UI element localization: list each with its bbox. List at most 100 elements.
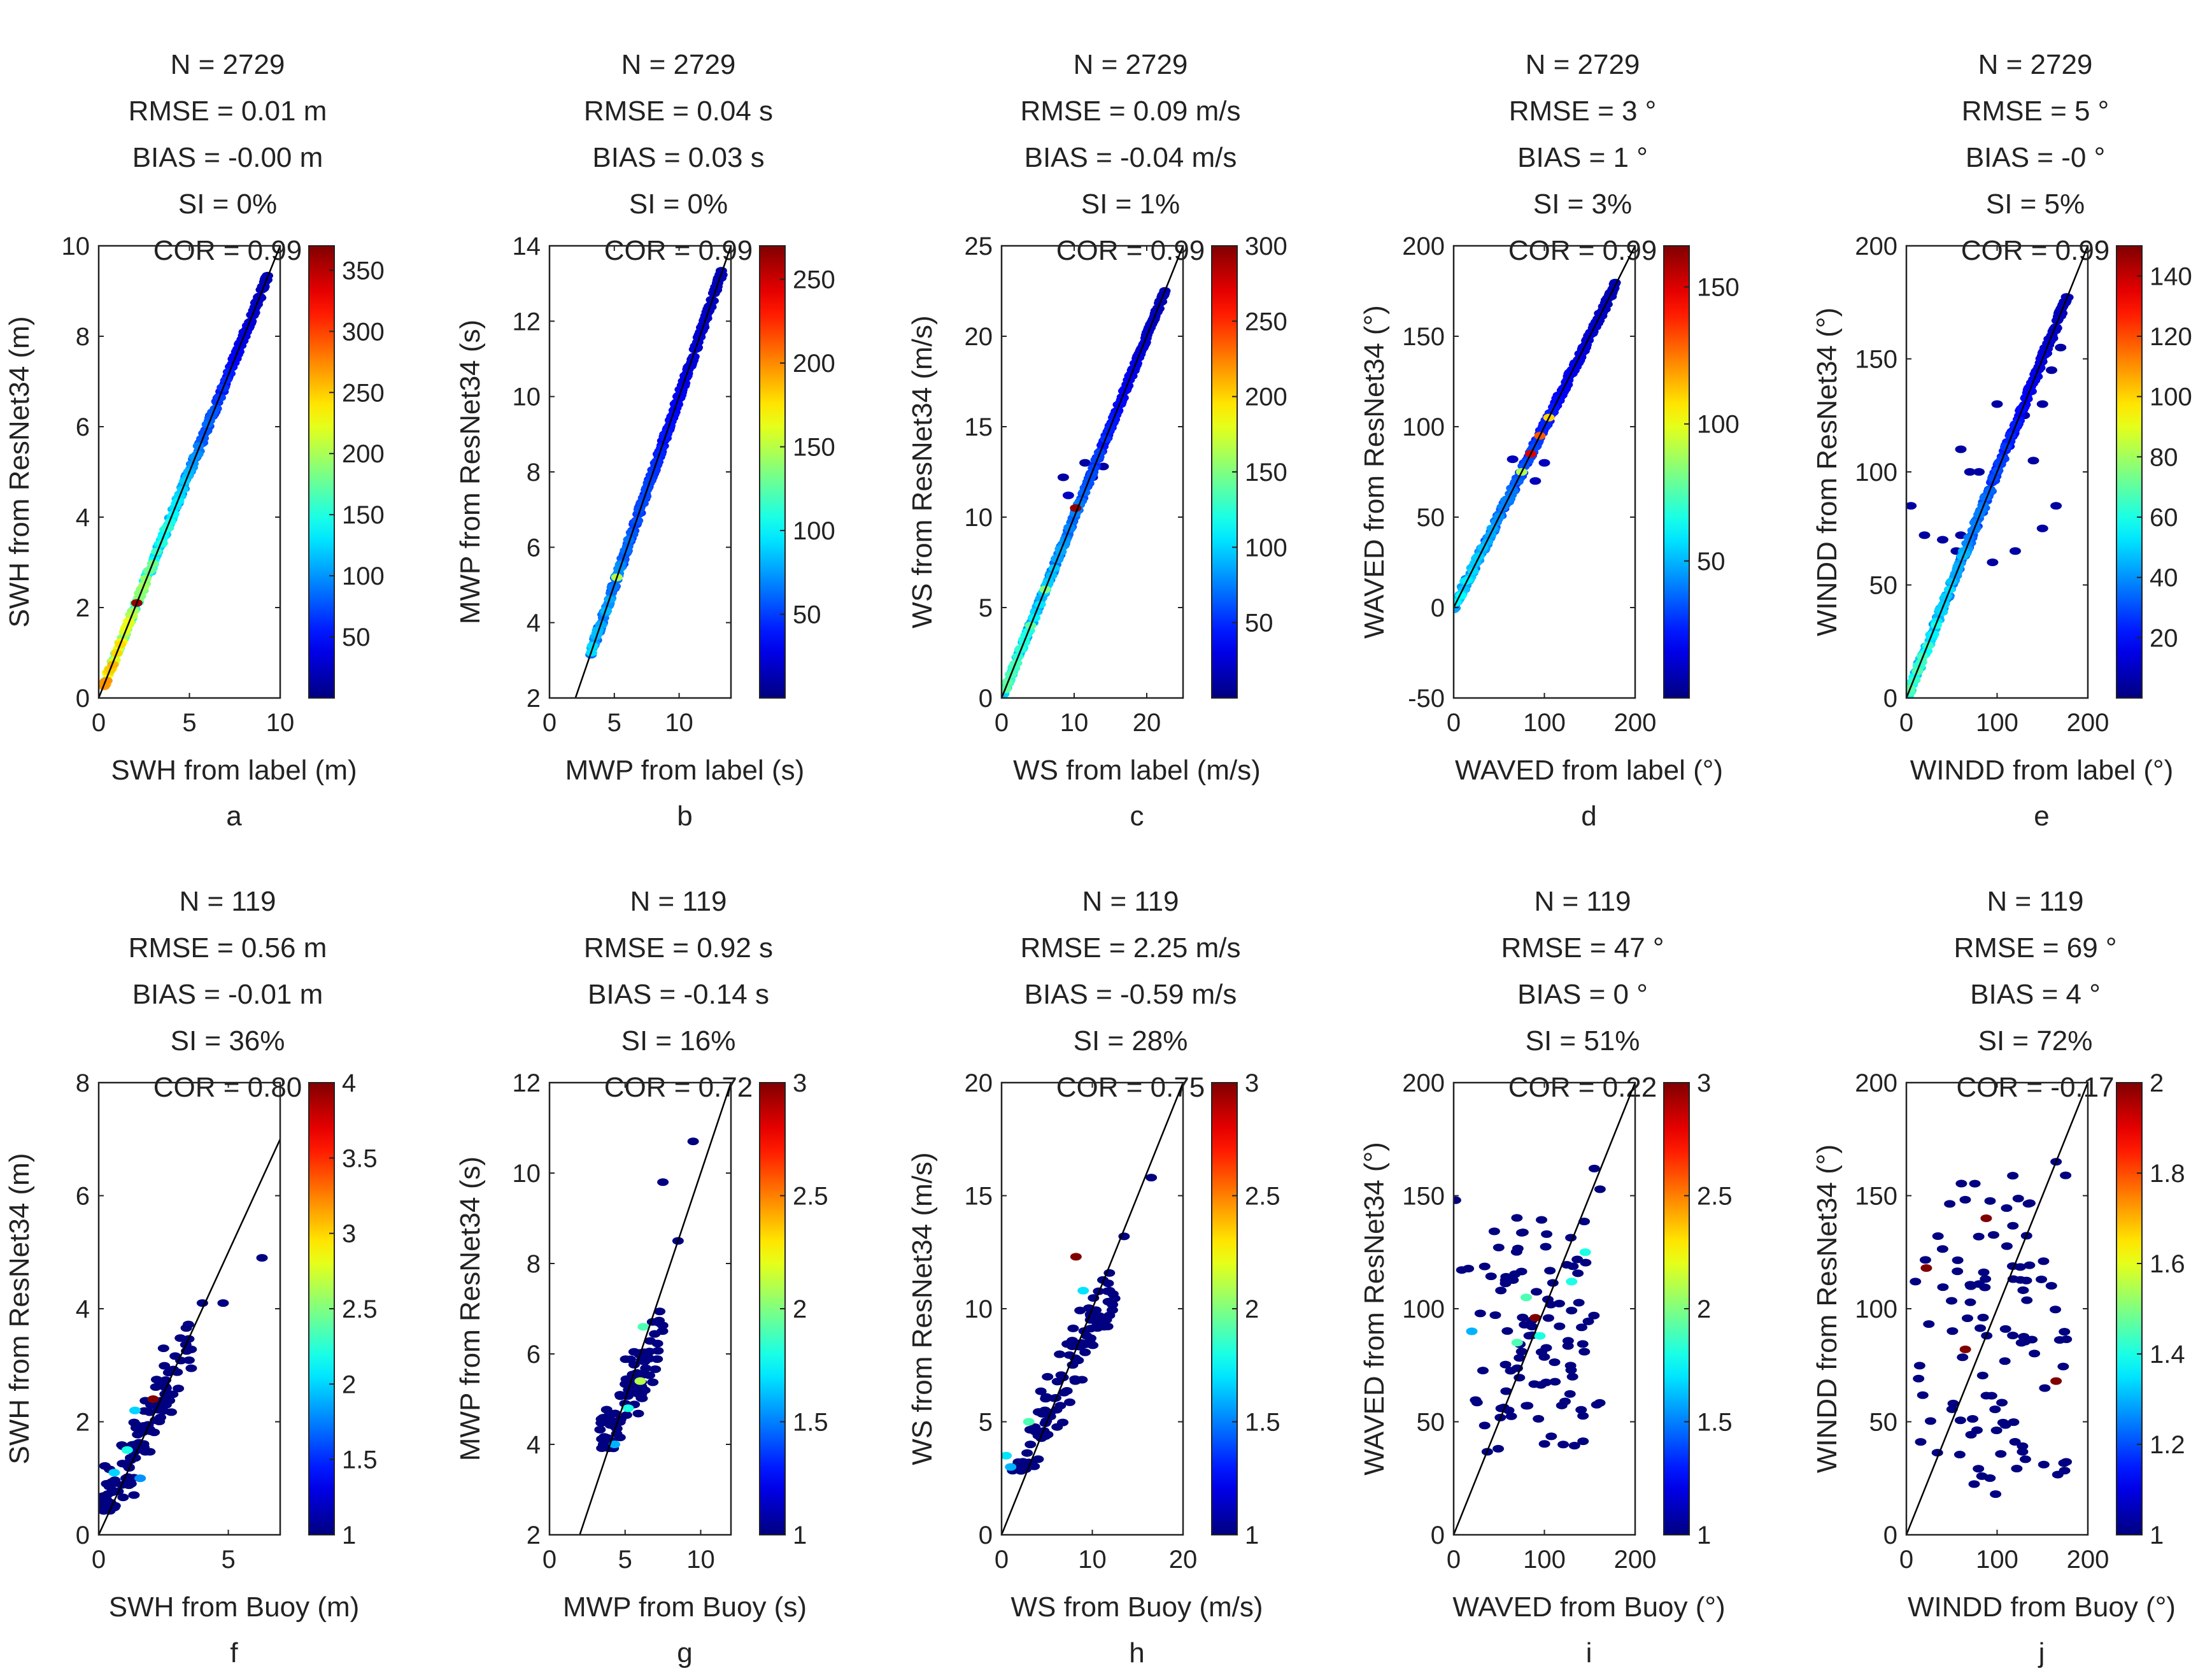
data-layer [1906, 1083, 2088, 1535]
data-point [1478, 1262, 1491, 1271]
data-point [1474, 1309, 1486, 1318]
x-tick-label: 10 [686, 1546, 715, 1574]
y-tick-label: 100 [1855, 459, 1897, 487]
data-point [605, 1416, 617, 1425]
colorbar-tick-label: 120 [2150, 323, 2192, 351]
data-point [234, 339, 246, 347]
data-point [2010, 547, 2021, 555]
colorbar-tick-label: 1.6 [2150, 1250, 2185, 1278]
y-tick-label: 0 [979, 685, 993, 713]
data-point [1565, 1366, 1577, 1374]
data-point [1984, 1197, 1996, 1205]
stat-line: RMSE = 69 ° [1953, 932, 2116, 964]
x-tick-label: 100 [1523, 1546, 1566, 1574]
y-tick-label: 0 [1431, 594, 1445, 622]
y-tick-label: 150 [1855, 346, 1897, 374]
stat-line: BIAS = 0.03 s [592, 142, 764, 173]
colorbar-tick-label: 1.5 [342, 1446, 378, 1474]
colorbar-tick-label: 2.5 [1245, 1183, 1280, 1211]
data-point [1999, 1325, 2011, 1333]
data-point [1542, 1314, 1554, 1322]
stat-line: SI = 16% [621, 1025, 736, 1057]
y-tick-label: 15 [965, 413, 993, 441]
y-tick-label: 0 [1883, 685, 1897, 713]
x-tick-label: 10 [266, 709, 295, 737]
x-tick-label: 20 [1133, 709, 1161, 737]
colorbar-tick-label: 1 [342, 1521, 356, 1549]
data-point [654, 1307, 666, 1316]
colorbar-tick-label: 2.5 [793, 1183, 828, 1211]
data-point [1915, 1438, 1927, 1446]
data-point [1507, 455, 1519, 464]
panel-letter: b [677, 801, 692, 832]
panel-j: N = 119 RMSE = 69 ° BIAS = 4 ° SI = 72% COR … [1811, 886, 2185, 1669]
data-point [99, 1499, 108, 1507]
data-point [1024, 1441, 1037, 1449]
data-point [1919, 1256, 1931, 1264]
data-point [1932, 1232, 1944, 1241]
data-point [1029, 614, 1041, 622]
colorbar-tick-label: 2.5 [342, 1295, 378, 1323]
panel-c: N = 2729 RMSE = 0.09 m/s BIAS = -0.04 m/s S… [907, 49, 1287, 832]
y-tick-label: 20 [965, 323, 993, 351]
data-point [1035, 1387, 1047, 1395]
data-point [1554, 1322, 1566, 1330]
data-point [632, 1409, 644, 1418]
data-point [600, 607, 613, 615]
data-point [1503, 1406, 1515, 1414]
data-point [1974, 1324, 1987, 1332]
one-to-one-line [1906, 246, 2088, 698]
data-point [1086, 471, 1098, 479]
x-axis-label: WINDD from label (°) [1910, 755, 2174, 786]
data-point [1471, 1399, 1483, 1407]
data-point [188, 453, 201, 461]
data-point [595, 1415, 607, 1423]
data-point [1077, 1286, 1089, 1295]
data-layer [1002, 1083, 1183, 1535]
data-point [144, 1408, 156, 1416]
data-point [1955, 445, 1967, 453]
data-point [634, 1377, 646, 1385]
data-point [609, 1441, 621, 1448]
stat-line: RMSE = 0.56 m [129, 932, 327, 964]
x-axis-label: MWP from label (s) [565, 755, 805, 786]
data-point [1511, 1339, 1523, 1347]
data-point [1081, 1332, 1093, 1340]
data-point [214, 394, 226, 402]
data-point [1980, 1275, 1992, 1283]
data-point [1541, 1230, 1553, 1238]
one-to-one-line [579, 1083, 731, 1535]
data-point [217, 1299, 229, 1307]
data-point [1529, 1314, 1542, 1322]
data-point [594, 1425, 606, 1434]
data-point [2017, 1442, 2029, 1450]
stat-line: COR = -0.17 [1956, 1072, 2114, 1103]
y-tick-label: 50 [1417, 1409, 1445, 1437]
data-point [1510, 1248, 1522, 1256]
data-point [2011, 1465, 2023, 1473]
data-point [2017, 1448, 2029, 1456]
panel-letter: h [1129, 1637, 1144, 1669]
data-point [1573, 1299, 1585, 1307]
panel-f: N = 119 RMSE = 0.56 m BIAS = -0.01 m SI = 3… [4, 886, 378, 1669]
data-point [1090, 456, 1102, 464]
colorbar-tick-label: 300 [1245, 232, 1287, 260]
stat-line: BIAS = 0 ° [1517, 979, 1648, 1010]
data-point [1549, 1358, 1561, 1366]
data-point [1023, 1418, 1035, 1426]
data-point [622, 1404, 634, 1413]
data-point [649, 1330, 661, 1338]
data-point [1529, 477, 1542, 485]
data-point [1979, 1283, 1991, 1292]
panel-g: N = 119 RMSE = 0.92 s BIAS = -0.14 s SI = 1… [455, 886, 828, 1669]
data-point [1553, 1299, 1565, 1307]
data-point [179, 477, 191, 485]
y-tick-label: 100 [1402, 1295, 1445, 1323]
data-point [2001, 1242, 2013, 1250]
one-to-one-line [1454, 246, 1635, 608]
data-point [1039, 1406, 1051, 1414]
y-tick-label: 200 [1402, 232, 1445, 260]
y-tick-label: 0 [1431, 1521, 1445, 1549]
data-point [121, 1446, 133, 1454]
stat-line: BIAS = 1 ° [1517, 142, 1648, 173]
